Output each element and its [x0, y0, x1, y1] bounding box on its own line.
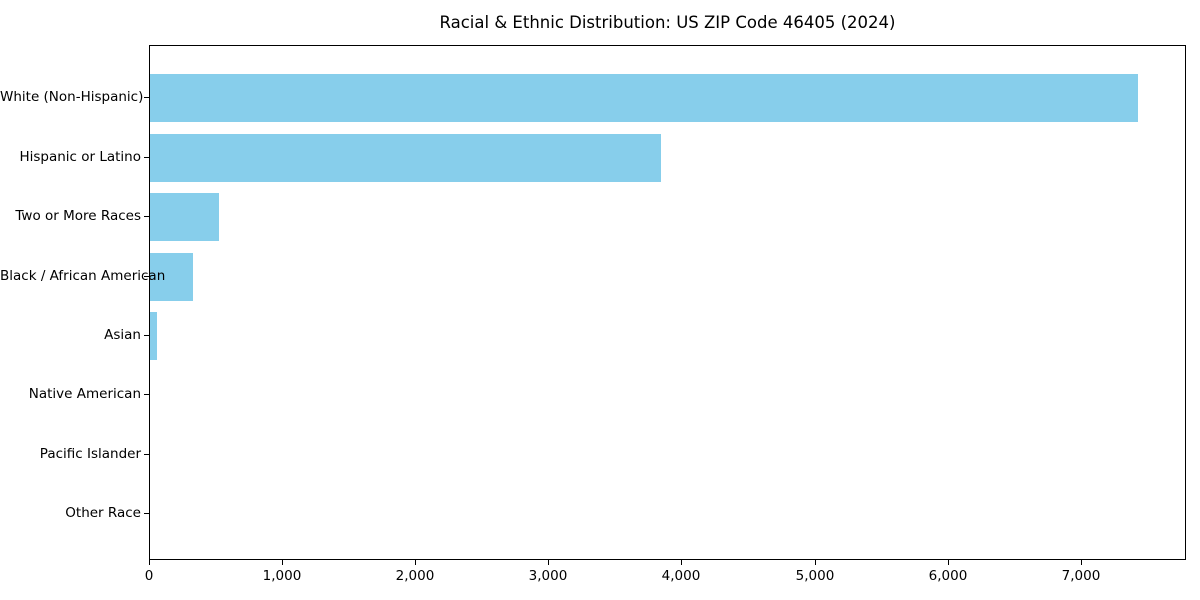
x-tick-mark: [548, 560, 549, 565]
bar-asian: [150, 311, 157, 360]
bar-two-or-more-races: [150, 193, 219, 242]
y-axis-category-label: Black / African American: [0, 267, 166, 284]
x-tick-mark: [149, 560, 150, 565]
y-tick-mark: [144, 156, 149, 158]
plot-area: [149, 45, 1186, 560]
x-tick-mark: [1081, 560, 1082, 565]
y-axis-category-label: Asian: [104, 326, 141, 343]
bar-hispanic-or-latino: [150, 133, 661, 182]
y-axis-category-label: Other Race: [65, 505, 141, 522]
bar-black-african-american: [150, 252, 193, 301]
x-axis-tick-label: 2,000: [395, 568, 435, 584]
x-axis-tick-label: 6,000: [928, 568, 968, 584]
x-axis-tick-label: 1,000: [262, 568, 302, 584]
x-axis-tick-label: 0: [144, 568, 154, 584]
chart-title: Racial & Ethnic Distribution: US ZIP Cod…: [439, 13, 896, 32]
x-axis-tick-label: 7,000: [1061, 568, 1101, 584]
y-axis-category-label: Two or More Races: [15, 208, 141, 225]
y-tick-mark: [144, 334, 149, 336]
y-axis-category-label: Native American: [28, 386, 141, 403]
y-tick-mark: [144, 394, 149, 396]
y-axis-category-label: Hispanic or Latino: [19, 148, 141, 165]
bar-white-non-hispanic: [150, 74, 1138, 123]
y-tick-mark: [144, 453, 149, 455]
x-tick-mark: [282, 560, 283, 565]
x-tick-mark: [681, 560, 682, 565]
y-axis-category-label: White (Non-Hispanic): [0, 89, 144, 106]
y-tick-mark: [144, 513, 149, 515]
x-axis-tick-label: 5,000: [795, 568, 835, 584]
x-axis-tick-label: 4,000: [661, 568, 701, 584]
y-tick-mark: [144, 275, 149, 277]
y-axis-category-label: Pacific Islander: [39, 445, 141, 462]
x-tick-mark: [948, 560, 949, 565]
y-tick-mark: [144, 216, 149, 218]
x-tick-mark: [415, 560, 416, 565]
y-tick-mark: [144, 97, 149, 99]
x-tick-mark: [815, 560, 816, 565]
x-axis-tick-label: 3,000: [528, 568, 568, 584]
